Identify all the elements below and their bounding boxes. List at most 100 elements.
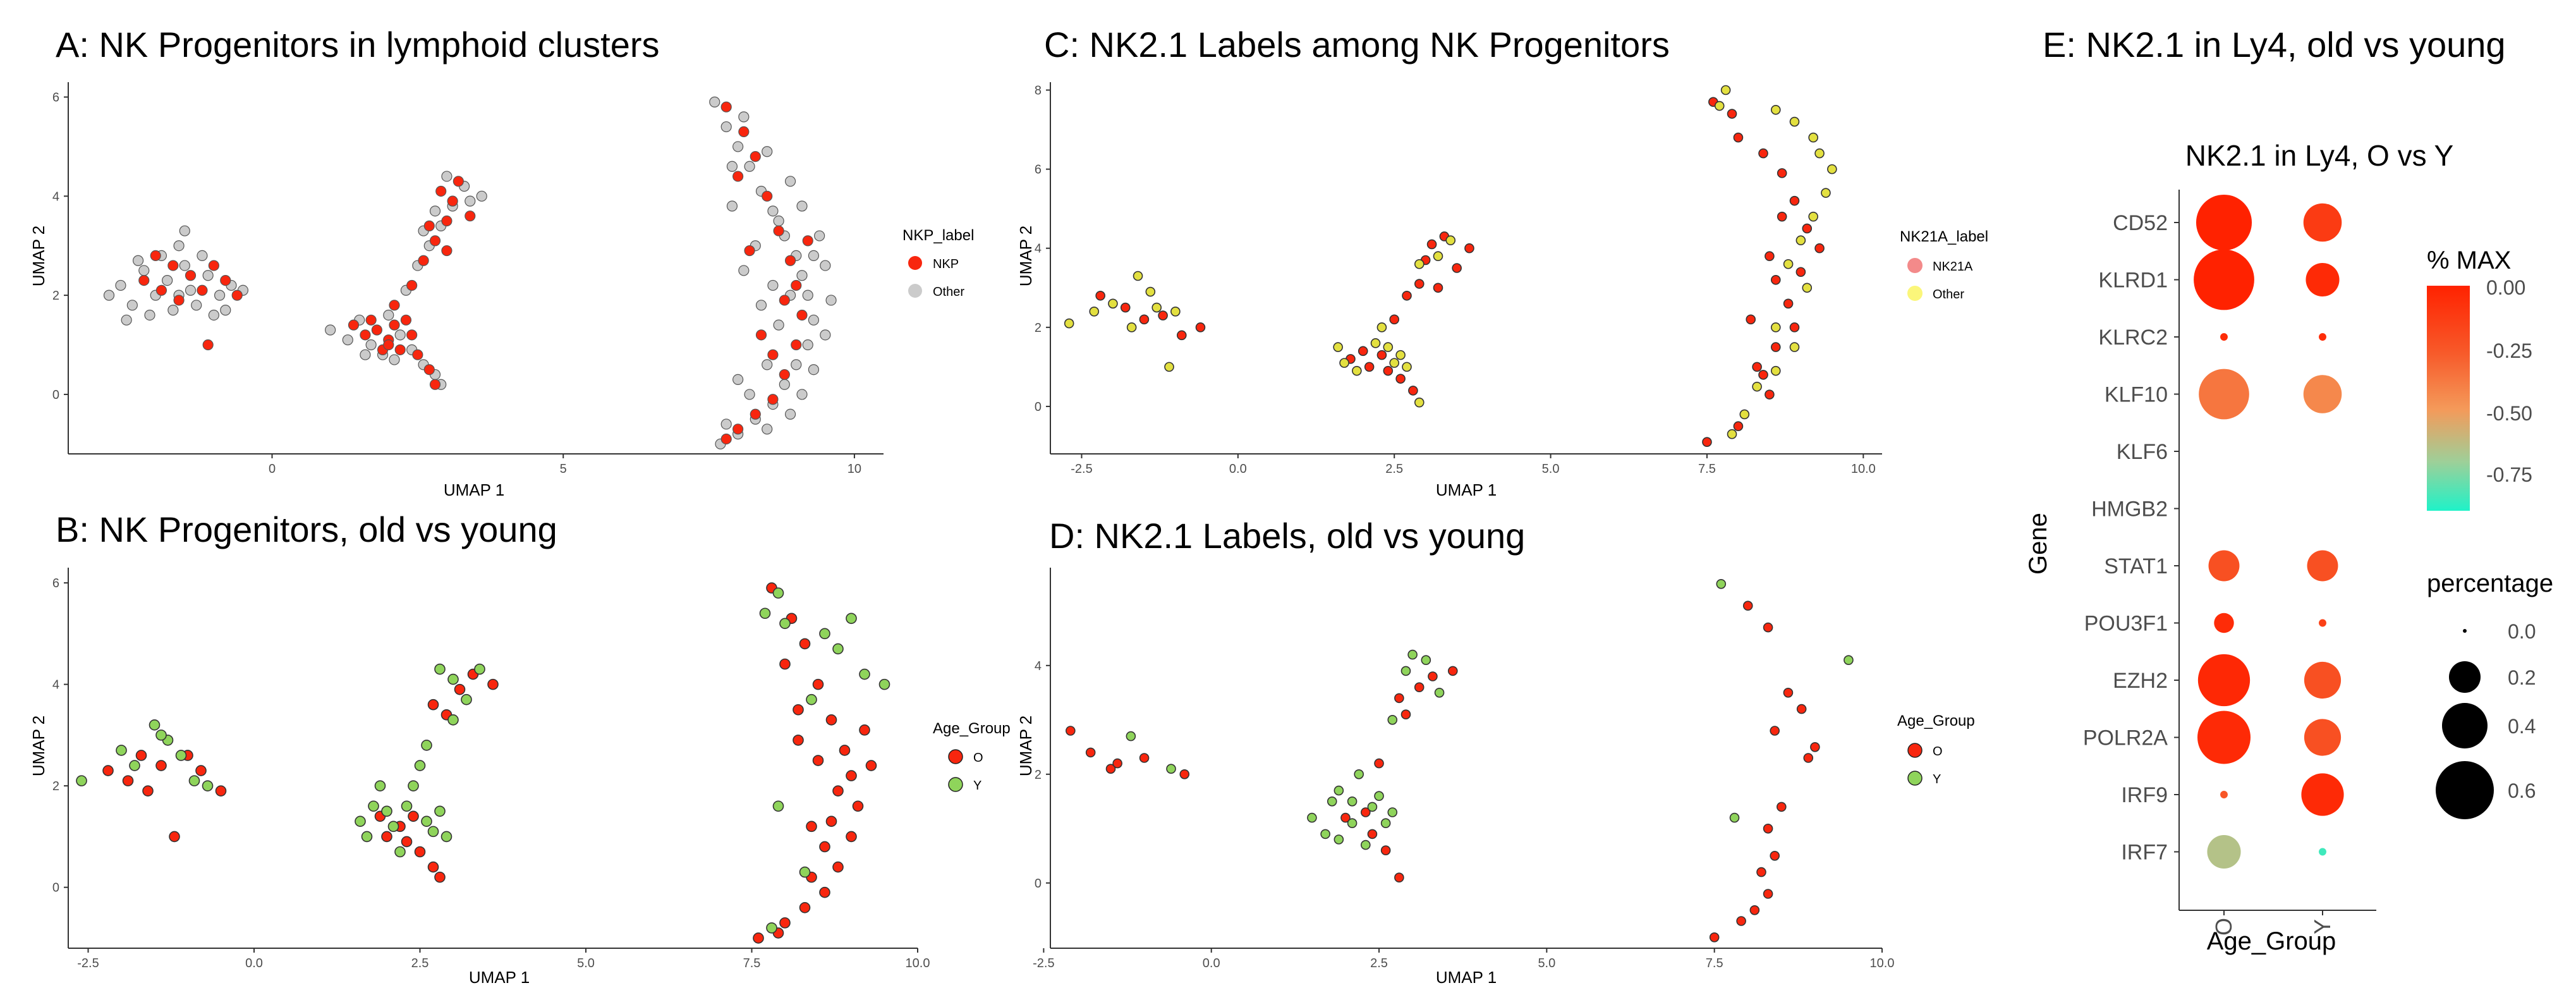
data-point	[779, 917, 791, 929]
data-point	[169, 831, 180, 843]
data-point	[138, 275, 150, 286]
data-point	[755, 329, 767, 341]
color-tick-2: -0.50	[2486, 402, 2532, 425]
y-tick-label: 6	[52, 577, 59, 590]
x-tick-label: -2.5	[1033, 956, 1054, 970]
data-point	[447, 195, 458, 207]
data-point	[325, 324, 336, 336]
data-point	[814, 230, 825, 241]
y-tick-label: 4	[1035, 659, 1042, 673]
dot-irf7-o	[2207, 834, 2241, 869]
gene-label: POU3F1	[2084, 612, 2168, 636]
y-tick-label: 4	[52, 190, 59, 204]
data-point	[220, 305, 231, 316]
data-point	[806, 821, 817, 833]
data-point	[779, 295, 790, 306]
y-tick-label: 2	[52, 779, 59, 793]
data-point	[487, 678, 499, 690]
data-point	[1166, 764, 1176, 774]
data-point	[126, 300, 138, 311]
data-point	[461, 693, 472, 705]
gene-label: HMGB2	[2091, 497, 2168, 522]
data-point	[1387, 807, 1398, 817]
data-point	[762, 359, 773, 370]
gene-label: STAT1	[2104, 554, 2168, 578]
data-point	[1370, 338, 1381, 348]
data-point	[732, 424, 744, 435]
data-point	[188, 775, 200, 786]
data-point	[1795, 235, 1806, 246]
data-point	[732, 141, 744, 152]
data-point	[1126, 322, 1137, 333]
group-label: O	[2211, 918, 2237, 936]
y-tick-label: 2	[1035, 768, 1042, 782]
data-point	[365, 314, 377, 326]
size-legend-dot-3	[2436, 761, 2494, 819]
panel-c-ylabel: UMAP 2	[1016, 226, 1035, 286]
data-point	[1789, 342, 1800, 352]
data-point	[381, 831, 392, 843]
data-point	[1400, 709, 1411, 719]
data-point	[167, 260, 179, 271]
data-point	[859, 668, 870, 680]
data-point	[406, 329, 418, 341]
data-point	[1716, 578, 1727, 589]
data-point	[1105, 764, 1116, 774]
panel-d-title: D: NK2.1 Labels, old vs young	[1049, 516, 1526, 556]
data-point	[197, 250, 208, 261]
data-point	[429, 379, 441, 390]
data-point	[793, 704, 804, 716]
data-point	[1358, 346, 1368, 357]
data-point	[802, 290, 813, 301]
data-point	[750, 151, 761, 162]
data-point	[1179, 769, 1190, 779]
data-point	[1394, 872, 1404, 882]
data-point	[1770, 726, 1780, 736]
data-point	[1770, 104, 1781, 115]
data-point	[767, 279, 779, 291]
data-point	[1702, 437, 1712, 448]
data-point	[799, 901, 811, 913]
data-point	[1739, 409, 1750, 420]
data-point	[1752, 362, 1762, 372]
data-point	[1727, 109, 1737, 119]
legend-swatch-y	[948, 777, 963, 792]
data-point	[1367, 802, 1378, 812]
data-point	[401, 800, 413, 812]
legend-swatch-nkp	[908, 256, 922, 270]
data-point	[447, 714, 459, 726]
data-point	[1145, 286, 1156, 297]
legend-label-y: Y	[973, 779, 981, 793]
data-point	[802, 339, 813, 351]
y-tick-label: 6	[52, 91, 59, 105]
data-point	[412, 349, 423, 360]
y-tick-label: 0	[52, 881, 59, 895]
data-point	[427, 826, 439, 838]
data-point	[1464, 243, 1474, 253]
data-point	[342, 334, 353, 346]
data-point	[1770, 274, 1781, 285]
data-point	[799, 638, 811, 650]
data-point	[750, 408, 761, 420]
data-point	[447, 673, 459, 685]
y-tick-label: 6	[1035, 163, 1042, 177]
data-point	[1758, 148, 1768, 159]
gene-label: POLR2A	[2083, 726, 2168, 750]
data-point	[202, 270, 214, 281]
y-tick-label: 2	[52, 289, 59, 303]
data-point	[208, 260, 219, 271]
data-point	[1414, 259, 1425, 269]
data-point	[427, 699, 439, 711]
data-point	[762, 424, 773, 435]
data-point	[1374, 758, 1384, 769]
data-point	[214, 290, 226, 301]
series-nkp	[138, 101, 813, 445]
data-point	[1736, 916, 1746, 926]
x-tick-label: 0	[269, 462, 276, 476]
data-point	[1066, 726, 1076, 736]
dot-polr2a-o	[2197, 711, 2251, 764]
y-tick-label: 4	[52, 678, 59, 692]
data-point	[1414, 397, 1425, 408]
